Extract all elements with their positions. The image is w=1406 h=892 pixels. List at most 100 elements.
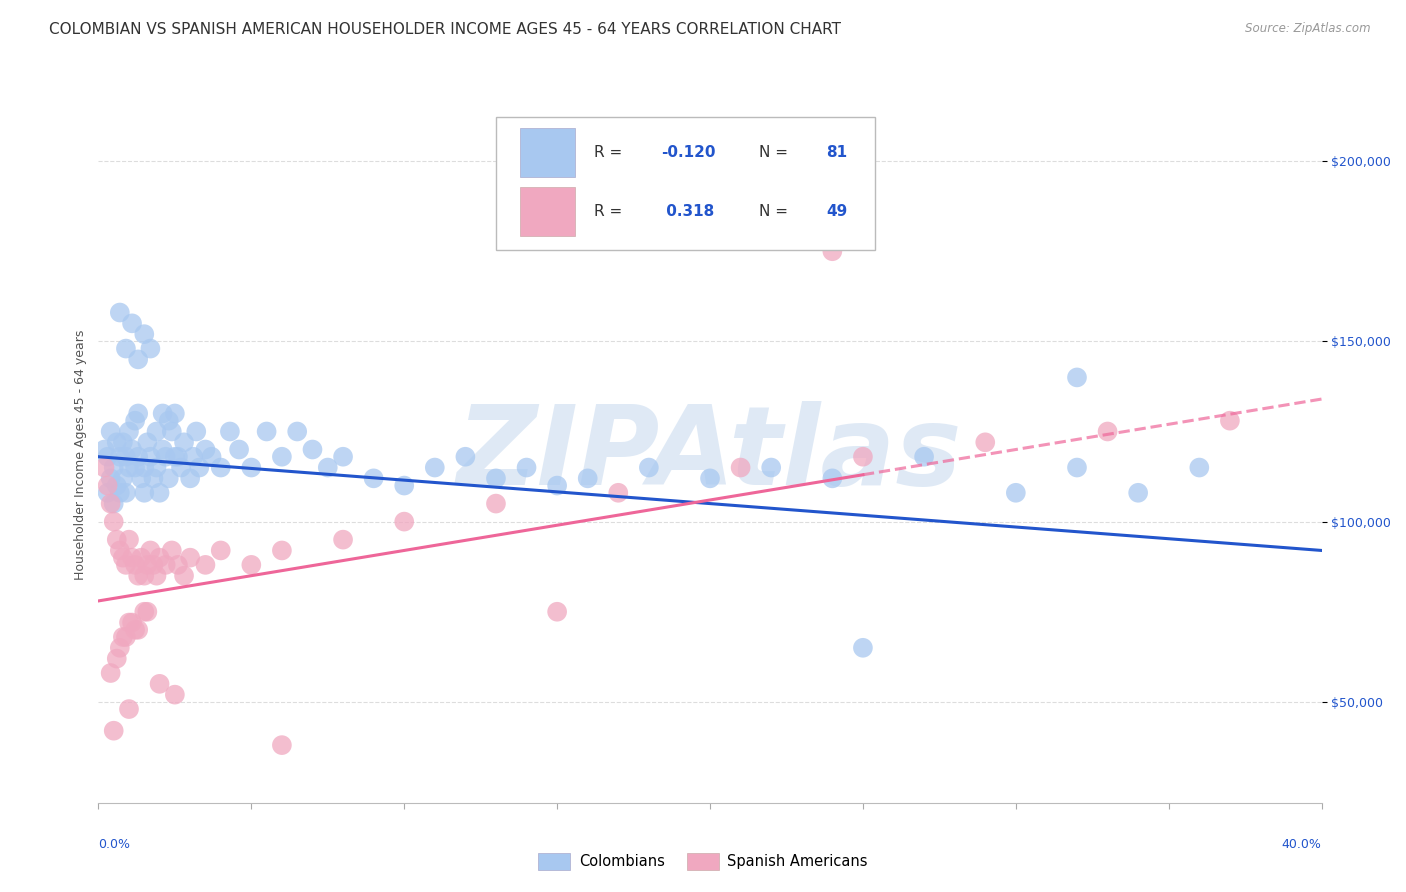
Point <box>97 450 120 464</box>
Text: 0.0%: 0.0% <box>98 838 131 851</box>
Point <box>546 605 568 619</box>
Text: R =: R = <box>593 145 627 160</box>
Point <box>699 471 721 485</box>
Point <box>118 702 141 716</box>
Point <box>546 478 568 492</box>
Text: 81: 81 <box>827 145 848 160</box>
Text: N =: N = <box>759 204 793 219</box>
Point <box>145 568 167 582</box>
Point <box>115 558 138 572</box>
Point <box>115 450 138 464</box>
Point <box>423 460 446 475</box>
Point <box>821 244 844 259</box>
Point <box>118 460 141 475</box>
Point <box>637 460 661 475</box>
Point <box>170 460 193 475</box>
Point <box>173 435 195 450</box>
Point <box>124 623 146 637</box>
Point <box>124 460 146 475</box>
Point <box>163 450 186 464</box>
Point <box>105 533 128 547</box>
Text: ZIPAtlas: ZIPAtlas <box>457 401 963 508</box>
Point <box>152 407 174 421</box>
Point <box>108 305 131 319</box>
Point <box>149 485 172 500</box>
Point <box>111 435 134 450</box>
Text: 0.318: 0.318 <box>661 204 714 219</box>
Point <box>127 407 149 421</box>
Point <box>179 471 201 485</box>
Point <box>108 640 131 655</box>
Point <box>1128 485 1150 500</box>
Point <box>105 435 128 450</box>
Point <box>108 543 131 558</box>
Point <box>821 471 844 485</box>
Point <box>97 478 120 492</box>
Point <box>145 460 167 475</box>
Point <box>1004 485 1026 500</box>
Point <box>730 460 752 475</box>
Point <box>129 550 152 565</box>
Point <box>167 450 190 464</box>
Point <box>200 450 222 464</box>
Point <box>155 558 177 572</box>
Point <box>111 550 134 565</box>
Point <box>173 568 195 582</box>
Point <box>152 442 174 457</box>
Text: 40.0%: 40.0% <box>1282 838 1322 851</box>
Bar <box>520 187 575 235</box>
Text: R =: R = <box>593 204 627 219</box>
Point <box>285 425 308 439</box>
Point <box>118 615 141 630</box>
Point <box>1066 460 1088 475</box>
Y-axis label: Householder Income Ages 45 - 64 years: Householder Income Ages 45 - 64 years <box>75 330 87 580</box>
Point <box>142 471 165 485</box>
Point <box>485 497 508 511</box>
Point <box>149 677 172 691</box>
Point <box>111 471 134 485</box>
Point <box>270 543 292 558</box>
Point <box>392 515 416 529</box>
Point <box>136 558 159 572</box>
Text: N =: N = <box>759 145 793 160</box>
Point <box>270 450 292 464</box>
Point <box>157 471 180 485</box>
Point <box>852 640 875 655</box>
Point <box>270 738 292 752</box>
Point <box>121 442 143 457</box>
Point <box>974 435 997 450</box>
Point <box>852 450 875 464</box>
Text: 49: 49 <box>827 204 848 219</box>
Point <box>1219 414 1241 428</box>
Point <box>160 543 183 558</box>
Point <box>163 688 186 702</box>
Point <box>186 425 208 439</box>
Point <box>134 327 156 342</box>
FancyBboxPatch shape <box>496 118 875 250</box>
Point <box>108 450 131 464</box>
Point <box>485 471 508 485</box>
Point <box>100 666 122 681</box>
Point <box>188 460 211 475</box>
Point <box>105 478 128 492</box>
Point <box>97 485 120 500</box>
Point <box>759 460 782 475</box>
Point <box>100 425 122 439</box>
Point <box>136 435 159 450</box>
Point <box>127 450 149 464</box>
Text: COLOMBIAN VS SPANISH AMERICAN HOUSEHOLDER INCOME AGES 45 - 64 YEARS CORRELATION : COLOMBIAN VS SPANISH AMERICAN HOUSEHOLDE… <box>49 22 841 37</box>
Point <box>576 471 599 485</box>
Point <box>118 533 141 547</box>
Point <box>127 623 149 637</box>
Point <box>121 550 143 565</box>
Point <box>316 460 339 475</box>
Point <box>136 605 159 619</box>
Point <box>332 450 354 464</box>
Point <box>124 414 146 428</box>
Point <box>103 723 125 738</box>
Point <box>219 425 242 439</box>
Point <box>108 485 131 500</box>
Point <box>118 425 141 439</box>
Point <box>139 450 162 464</box>
Point <box>167 558 190 572</box>
